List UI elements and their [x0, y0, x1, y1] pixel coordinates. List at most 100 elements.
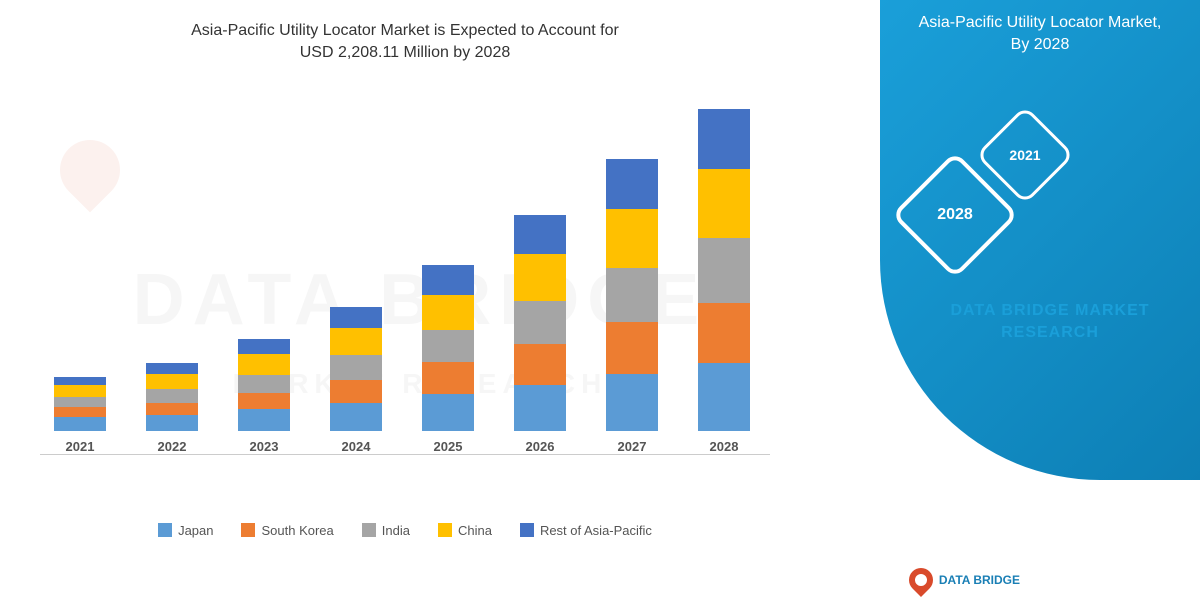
bar-group: 2026: [510, 215, 570, 453]
bar-segment: [146, 389, 198, 403]
bar-group: 2021: [50, 377, 110, 454]
legend-label: China: [458, 523, 492, 538]
bar-segment: [330, 307, 382, 329]
bar-segment: [606, 322, 658, 374]
bar-group: 2028: [694, 109, 754, 454]
bar-segment: [238, 375, 290, 393]
bar-label: 2028: [710, 439, 739, 454]
bar-segment: [422, 265, 474, 295]
legend-swatch: [158, 523, 172, 537]
bar-segment: [330, 380, 382, 403]
right-title-line1: Asia-Pacific Utility Locator Market,: [900, 12, 1180, 34]
legend-item: China: [438, 523, 492, 538]
bar-stack: [514, 215, 566, 430]
bar-segment: [146, 403, 198, 415]
hexagon-2021: 2021: [990, 120, 1060, 190]
bar-segment: [698, 169, 750, 238]
bar-label: 2027: [618, 439, 647, 454]
bar-segment: [606, 209, 658, 268]
bar-segment: [422, 362, 474, 393]
legend-item: Rest of Asia-Pacific: [520, 523, 652, 538]
bar-segment: [238, 409, 290, 431]
bar-group: 2025: [418, 265, 478, 454]
legend-label: India: [382, 523, 410, 538]
bar-segment: [330, 403, 382, 431]
chart-legend: Japan South Korea India China Rest of Asia-P…: [40, 523, 770, 538]
bar-segment: [698, 238, 750, 303]
chart-title-line1: Asia-Pacific Utility Locator Market is E…: [40, 20, 770, 42]
bar-segment: [514, 344, 566, 385]
bars-container: 2021 2022 2023 2024 2025 2026 2027 2028: [40, 75, 770, 455]
bar-group: 2024: [326, 307, 386, 454]
bar-segment: [238, 339, 290, 354]
bar-segment: [54, 407, 106, 417]
bar-stack: [238, 339, 290, 431]
legend-swatch: [362, 523, 376, 537]
bar-segment: [238, 393, 290, 409]
right-title: Asia-Pacific Utility Locator Market, By …: [900, 12, 1180, 57]
chart-title: Asia-Pacific Utility Locator Market is E…: [40, 20, 770, 65]
legend-swatch: [520, 523, 534, 537]
main-container: Asia-Pacific Utility Locator Market is E…: [0, 0, 1200, 600]
bar-segment: [514, 254, 566, 300]
bar-segment: [238, 354, 290, 375]
bar-label: 2021: [66, 439, 95, 454]
right-title-line2: By 2028: [900, 34, 1180, 56]
bar-label: 2024: [342, 439, 371, 454]
bar-segment: [606, 374, 658, 431]
bar-segment: [330, 328, 382, 355]
legend-label: Japan: [178, 523, 213, 538]
bar-stack: [606, 159, 658, 430]
bar-stack: [330, 307, 382, 431]
bar-label: 2023: [250, 439, 279, 454]
legend-swatch: [241, 523, 255, 537]
legend-item: Japan: [158, 523, 213, 538]
brand-text: DATA BRIDGE MARKET RESEARCH: [920, 300, 1180, 345]
legend-item: India: [362, 523, 410, 538]
right-section: Asia-Pacific Utility Locator Market, By …: [780, 0, 1200, 600]
bar-segment: [146, 374, 198, 389]
bar-segment: [514, 215, 566, 254]
bar-segment: [422, 330, 474, 363]
brand-line1: DATA BRIDGE MARKET: [920, 300, 1180, 322]
bar-stack: [698, 109, 750, 431]
bar-label: 2022: [158, 439, 187, 454]
bar-segment: [54, 417, 106, 431]
hexagon-2028: 2028: [910, 170, 1000, 260]
bar-segment: [514, 385, 566, 431]
brand-line2: RESEARCH: [920, 322, 1180, 344]
bar-segment: [146, 363, 198, 374]
chart-area: 2021 2022 2023 2024 2025 2026 2027 2028: [40, 75, 770, 495]
bar-segment: [422, 394, 474, 431]
chart-section: Asia-Pacific Utility Locator Market is E…: [0, 0, 780, 600]
bar-segment: [330, 355, 382, 379]
legend-label: South Korea: [261, 523, 333, 538]
bar-label: 2025: [434, 439, 463, 454]
bar-stack: [422, 265, 474, 431]
bar-segment: [698, 303, 750, 363]
legend-swatch: [438, 523, 452, 537]
bar-segment: [606, 159, 658, 209]
chart-title-line2: USD 2,208.11 Million by 2028: [40, 42, 770, 64]
bar-stack: [146, 363, 198, 431]
hexagon-2028-label: 2028: [937, 206, 973, 224]
bar-segment: [698, 363, 750, 431]
bar-label: 2026: [526, 439, 555, 454]
bar-group: 2027: [602, 159, 662, 453]
bar-segment: [54, 385, 106, 397]
footer-logo-text: DATA BRIDGE: [939, 573, 1020, 587]
bar-segment: [54, 377, 106, 385]
bar-segment: [606, 268, 658, 322]
bar-segment: [146, 415, 198, 431]
footer-logo: DATA BRIDGE: [909, 568, 1020, 592]
bar-group: 2022: [142, 363, 202, 454]
hexagon-2021-label: 2021: [1009, 147, 1040, 163]
bar-group: 2023: [234, 339, 294, 454]
footer-logo-icon: [904, 563, 938, 597]
legend-item: South Korea: [241, 523, 333, 538]
bar-segment: [698, 109, 750, 169]
bar-segment: [422, 295, 474, 330]
bar-segment: [514, 301, 566, 344]
bar-stack: [54, 377, 106, 431]
legend-label: Rest of Asia-Pacific: [540, 523, 652, 538]
